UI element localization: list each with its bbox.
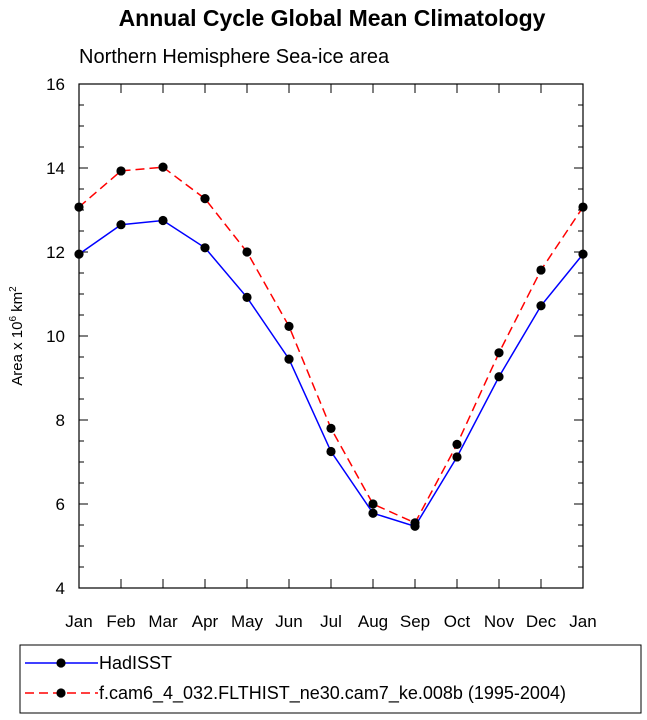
legend-label-0: HadISST (99, 653, 172, 673)
x-tick-label: Dec (526, 612, 557, 631)
series-layer (74, 162, 588, 531)
legend-marker-0 (56, 658, 66, 668)
data-point-series-0 (452, 452, 462, 462)
data-point-series-0 (116, 220, 126, 230)
series-line-1 (78, 166, 584, 524)
x-tick-label: Jul (320, 612, 342, 631)
x-tick-label: Aug (358, 612, 388, 631)
y-tick-label: 14 (46, 159, 65, 178)
data-point-series-1 (116, 166, 126, 176)
data-point-series-0 (284, 354, 294, 364)
legend-marker-1 (56, 688, 66, 698)
data-point-series-0 (158, 215, 168, 226)
data-point-series-1 (452, 439, 462, 449)
series-line-0 (78, 219, 584, 528)
y-tick-label: 16 (46, 75, 65, 94)
chart-subtitle: Northern Hemisphere Sea-ice area (79, 46, 390, 68)
x-tick-label: Oct (444, 612, 471, 631)
data-point-series-1 (284, 321, 294, 331)
y-axis: 4 6 8 10 12 14 16 (46, 75, 583, 598)
x-tick-label: Apr (192, 612, 219, 631)
legend-label-1: f.cam6_4_032.FLTHIST_ne30.cam7_ke.008b (… (99, 683, 566, 704)
y-tick-label: 8 (56, 411, 65, 430)
data-point-series-1 (158, 162, 168, 172)
x-tick-label: Mar (148, 612, 178, 631)
plot-frame (78, 83, 584, 589)
data-point-series-1 (536, 265, 546, 275)
data-point-series-1 (200, 194, 210, 204)
x-tick-label: Sep (400, 612, 430, 631)
data-point-series-0 (74, 249, 84, 259)
data-point-series-1 (494, 348, 504, 358)
data-point-series-0 (494, 372, 504, 382)
x-tick-label: Nov (484, 612, 515, 631)
data-point-series-1 (242, 247, 252, 257)
data-point-series-0 (326, 446, 336, 457)
y-tick-label: 10 (46, 327, 65, 346)
x-tick-label: Jan (65, 612, 92, 631)
x-tick-label: Jun (275, 612, 302, 631)
data-point-series-0 (578, 249, 588, 259)
plot-border (78, 83, 584, 589)
x-axis: Jan Feb Mar Apr May Jun Jul Aug Sep Oct Nov Dec Jan (65, 84, 597, 631)
legend-box (19, 644, 642, 714)
y-tick-label: 6 (56, 495, 65, 514)
x-tick-label: Feb (106, 612, 135, 631)
data-point-series-1 (74, 202, 84, 212)
chart-title: Annual Cycle Global Mean Climatology (119, 5, 546, 31)
data-point-series-0 (536, 301, 546, 311)
x-tick-label: Jan (569, 612, 596, 631)
data-point-series-0 (368, 508, 378, 518)
data-point-series-1 (410, 518, 420, 528)
data-point-series-1 (326, 423, 336, 433)
y-tick-label: 12 (46, 243, 65, 262)
data-point-series-0 (200, 243, 210, 253)
data-point-series-1 (578, 202, 588, 212)
legend: HadISST f.cam6_4_032.FLTHIST_ne30.cam7_ke… (19, 644, 642, 714)
data-point-series-1 (368, 499, 378, 509)
data-point-series-0 (242, 292, 252, 302)
y-tick-label: 4 (56, 579, 65, 598)
y-axis-label: Area x 106 km2 (8, 286, 26, 386)
x-tick-label: May (231, 612, 264, 631)
